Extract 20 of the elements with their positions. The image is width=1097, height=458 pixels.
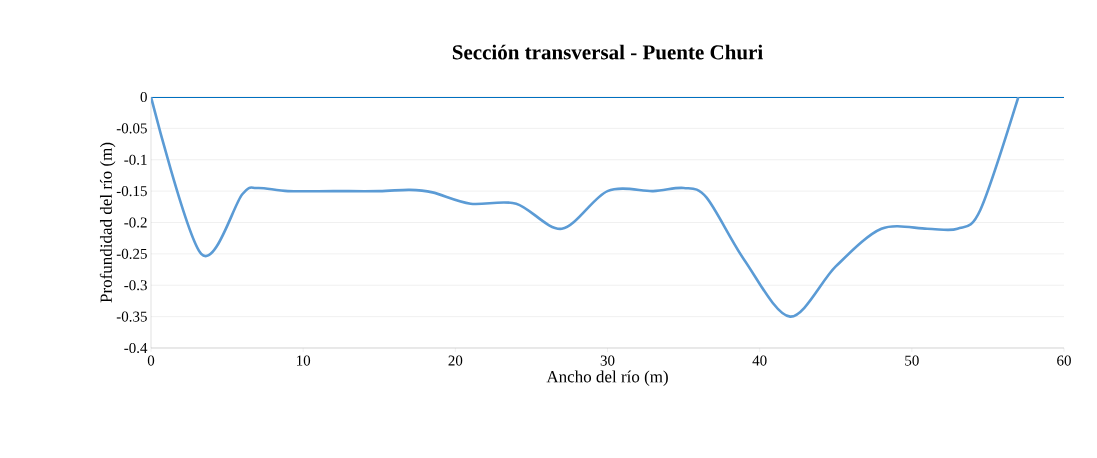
y-tick-label: -0.35 [116, 311, 147, 322]
x-tick-label: 50 [905, 355, 919, 366]
y-tick-label: -0.05 [116, 123, 147, 134]
x-tick-label: 20 [448, 355, 463, 366]
line-series [151, 97, 1020, 318]
y-tick-label: -0.3 [124, 280, 147, 291]
y-tick-label: -0.1 [124, 154, 147, 165]
y-tick-label: -0.2 [124, 217, 147, 228]
x-tick-label: 60 [1057, 355, 1071, 366]
y-tick-label: -0.4 [124, 342, 148, 354]
chart-title: Sección transversal - Puente Churi [452, 44, 763, 60]
x-tick-label: 10 [296, 355, 311, 366]
x-tick-label: 40 [752, 355, 767, 366]
y-axis-title: Profundidad del río (m) [99, 142, 116, 303]
y-tick-label: -0.25 [116, 248, 147, 259]
x-tick-label: 0 [147, 355, 155, 366]
x-tick-label: 30 [600, 355, 615, 366]
x-axis-title: Ancho del río (m) [546, 370, 668, 386]
y-tick-label: 0 [140, 91, 147, 103]
y-tick-label: -0.15 [116, 186, 147, 197]
